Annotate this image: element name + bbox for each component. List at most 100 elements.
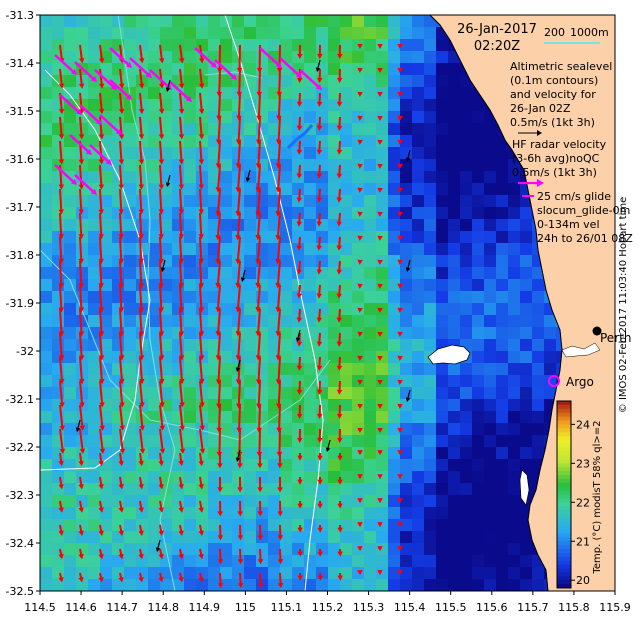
sst-cell [244,219,256,231]
sst-cell [376,543,388,555]
sst-cell [136,111,148,123]
current-arrow [337,44,343,59]
sst-cell [124,75,136,87]
sst-cell [364,459,376,471]
sst-cell [364,195,376,207]
hf-arrow [169,81,192,102]
sst-cell [100,567,112,579]
sst-cell [184,519,196,531]
sst-cell [208,555,220,567]
sst-cell [412,447,424,459]
current-arrow [138,212,144,240]
current-arrow [336,92,343,107]
sst-cell [436,243,448,255]
colorbar-swatch [557,420,571,425]
hf-arrow [214,59,237,80]
sst-cell [40,411,52,423]
sst-cell [340,471,352,483]
sst-cell [400,519,412,531]
sst-cell [232,339,244,351]
isobath-line [204,71,263,79]
sst-cell [52,579,64,591]
sst-cell [328,411,340,423]
sst-cell [280,447,292,459]
sst-cell [484,339,496,351]
current-arrow [377,450,383,456]
sst-cell [412,123,424,135]
sst-cell [376,459,388,471]
sst-cell [100,495,112,507]
current-arrow [78,500,84,513]
sst-cell [208,399,220,411]
current-arrow [316,284,323,299]
sst-cell [64,507,76,519]
sst-cell [448,387,460,399]
current-arrow [377,331,383,337]
sst-cell [472,579,484,591]
sst-cell [484,411,496,423]
sst-cell [184,75,196,87]
current-arrow [118,524,124,536]
sst-cell [124,519,136,531]
altimetry-arrow [295,329,301,342]
sst-cell [388,483,400,495]
current-arrow [275,212,281,241]
sst-cell [376,411,388,423]
sst-cell [508,159,520,171]
sst-cell [220,435,232,447]
sst-cell [148,495,160,507]
sst-cell [172,579,184,591]
sst-cell [328,351,340,363]
sst-cell [364,147,376,159]
sst-cell [352,51,364,63]
sst-cell [148,507,160,519]
sst-cell [340,99,352,111]
current-arrow [357,43,363,49]
sst-cell [52,267,64,279]
sst-cell [340,555,352,567]
current-arrow [357,163,363,169]
sst-cell [424,291,436,303]
current-arrow [79,356,85,385]
sst-cell [304,351,316,363]
sst-cell [532,291,544,303]
sst-cell [136,195,148,207]
sst-cell [208,87,220,99]
sst-cell [484,327,496,339]
current-arrow [78,236,84,264]
current-arrow [138,548,144,560]
sst-cell [472,435,484,447]
sst-cell [436,567,448,579]
x-tick-label: 115.8 [558,601,590,614]
hf-arrow [89,144,112,165]
sst-cell [424,195,436,207]
sst-cell [460,375,472,387]
sst-cell [340,519,352,531]
sst-cell [508,183,520,195]
sst-cell [328,279,340,291]
current-arrow [397,403,403,409]
altimetry-arrow [405,149,411,162]
current-arrow [316,380,323,395]
colorbar-swatch [557,568,571,573]
sst-cell [220,291,232,303]
sst-cell [340,507,352,519]
current-arrow [98,452,104,467]
current-arrow [198,572,204,583]
sst-cell [388,363,400,375]
current-arrow [198,116,205,140]
sst-cell [364,411,376,423]
sst-cell [436,183,448,195]
sst-cell [40,279,52,291]
sst-cell [424,243,436,255]
current-arrow [215,284,221,313]
sst-cell [208,579,220,591]
sst-cell [256,543,268,555]
sst-cell [520,411,532,423]
sst-cell [508,315,520,327]
sst-cell [64,135,76,147]
sst-cell [40,531,52,543]
sst-cell [352,219,364,231]
sst-cell [172,339,184,351]
sst-cell [160,87,172,99]
